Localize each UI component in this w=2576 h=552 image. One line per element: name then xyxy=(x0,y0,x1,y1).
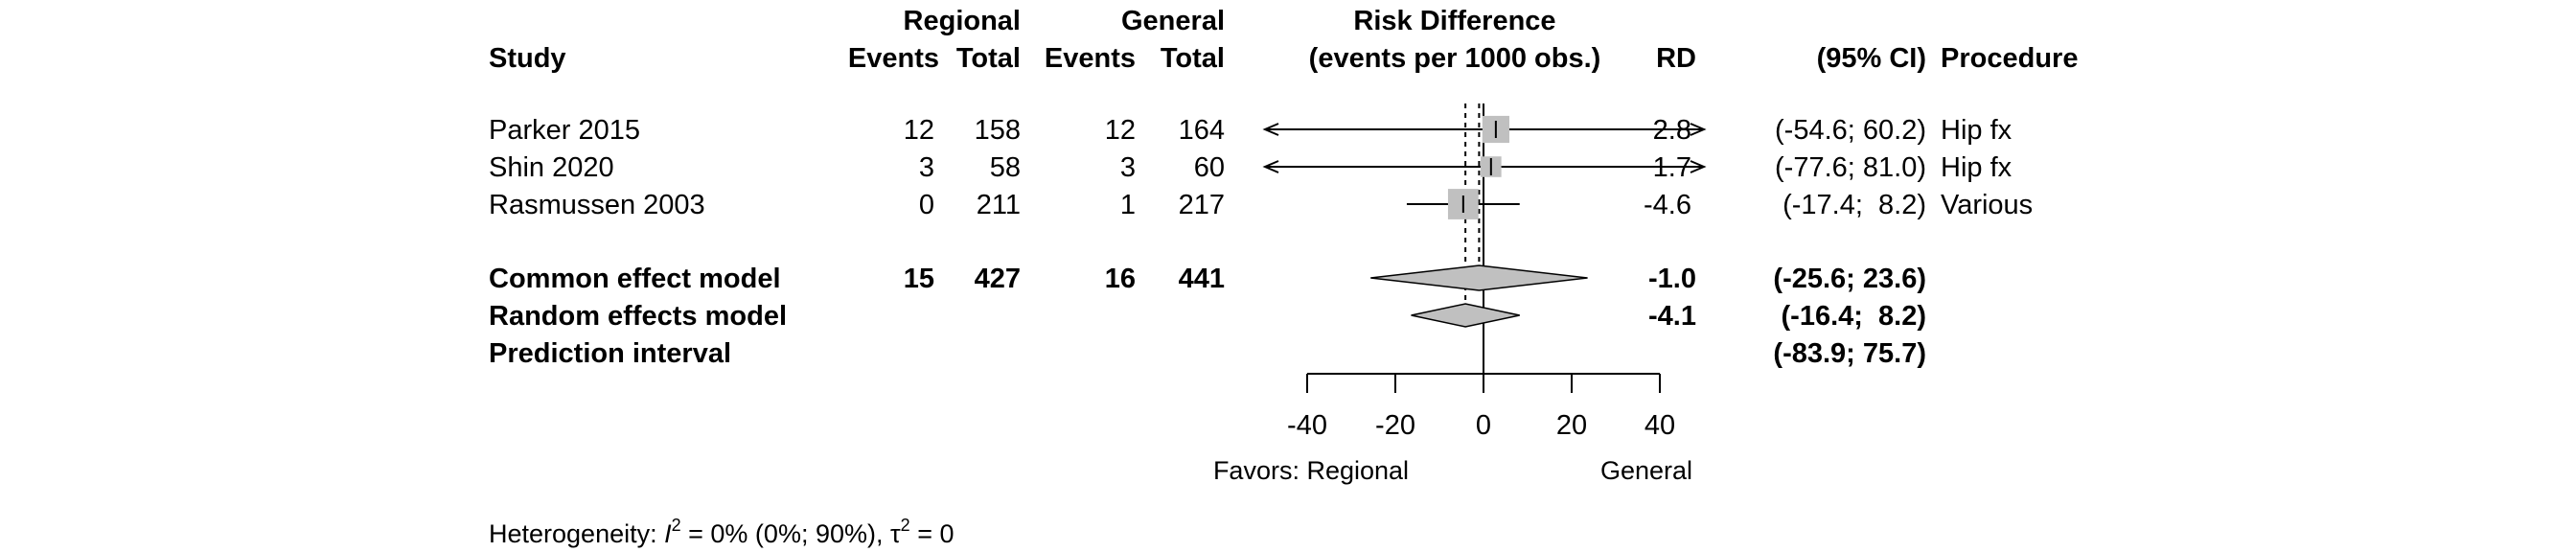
study-rows: Parker 2015 12 158 12 164 2.8 (-54.6; 60… xyxy=(489,115,2033,220)
header-group-exp: Regional xyxy=(904,6,1021,36)
header-effect-line2: (events per 1000 obs.) xyxy=(1309,43,1601,74)
study-total-exp: 158 xyxy=(975,115,1021,146)
common-events-ctrl: 16 xyxy=(1105,264,1136,294)
random-rd: -4.1 xyxy=(1648,301,1696,332)
study-events-ctrl: 1 xyxy=(1120,190,1136,220)
study-name: Shin 2020 xyxy=(489,152,614,183)
header-group-ctrl: General xyxy=(1121,6,1225,36)
study-procedure: Hip fx xyxy=(1941,115,2012,146)
study-ci: (-77.6; 81.0) xyxy=(1775,152,1926,183)
study-total-ctrl: 60 xyxy=(1194,152,1225,183)
header-events-exp: Events xyxy=(848,43,939,74)
study-events-exp: 0 xyxy=(919,190,934,220)
heterogeneity-text: Heterogeneity: I2 = 0% (0%; 90%), τ2 = 0 xyxy=(489,516,954,548)
favors-right-label: General xyxy=(1600,456,1692,485)
x-axis: -40 -20 0 20 40 xyxy=(1287,373,1675,441)
study-procedure: Various xyxy=(1941,190,2033,220)
ci-arrow-left xyxy=(1262,160,1279,173)
header-procedure: Procedure xyxy=(1941,43,2078,74)
header-study: Study xyxy=(489,43,566,74)
study-procedure: Hip fx xyxy=(1941,152,2012,183)
favors-labels: Favors: Regional General xyxy=(1213,456,1692,485)
random-label: Random effects model xyxy=(489,301,787,332)
random-ci: (-16.4; 8.2) xyxy=(1782,301,1927,332)
prediction-ci: (-83.9; 75.7) xyxy=(1773,338,1926,369)
i2-superscript: 2 xyxy=(672,516,681,535)
tau-value: = 0 xyxy=(910,519,954,548)
study-total-ctrl: 217 xyxy=(1179,190,1225,220)
tau-superscript: 2 xyxy=(901,516,910,535)
axis-tick-label: -40 xyxy=(1287,410,1327,441)
random-effect-diamond xyxy=(1411,303,1520,328)
header-total-exp: Total xyxy=(956,43,1021,74)
axis-tick-label: 40 xyxy=(1644,410,1675,441)
ci-arrow-right xyxy=(1690,123,1707,136)
study-name: Parker 2015 xyxy=(489,115,640,146)
common-rd: -1.0 xyxy=(1648,264,1696,294)
heterogeneity-prefix: Heterogeneity: xyxy=(489,519,664,548)
i2-value: = 0% (0%; 90%), xyxy=(681,519,890,548)
prediction-label: Prediction interval xyxy=(489,338,731,369)
favors-left-label: Favors: Regional xyxy=(1213,456,1409,485)
header-rd: RD xyxy=(1656,43,1696,74)
header-effect-line1: Risk Difference xyxy=(1353,6,1555,36)
common-label: Common effect model xyxy=(489,264,781,294)
header-ci: (95% CI) xyxy=(1817,43,1926,74)
common-effect-diamond xyxy=(1370,264,1588,291)
axis-tick-label: 20 xyxy=(1556,410,1587,441)
common-total-exp: 427 xyxy=(975,264,1021,294)
axis-tick-label: 0 xyxy=(1476,410,1491,441)
study-events-exp: 12 xyxy=(904,115,934,146)
study-ci: (-17.4; 8.2) xyxy=(1782,190,1926,220)
ci-arrow-left xyxy=(1262,123,1279,136)
study-events-exp: 3 xyxy=(919,152,934,183)
header-events-ctrl: Events xyxy=(1045,43,1136,74)
column-headers: Regional General Risk Difference Study E… xyxy=(489,6,2078,74)
study-ci: (-54.6; 60.2) xyxy=(1775,115,1926,146)
study-total-ctrl: 164 xyxy=(1179,115,1225,146)
study-rd: -4.6 xyxy=(1644,190,1691,220)
tau-symbol: τ xyxy=(890,519,901,548)
study-name: Rasmussen 2003 xyxy=(489,190,705,220)
header-total-ctrl: Total xyxy=(1161,43,1225,74)
common-ci: (-25.6; 23.6) xyxy=(1773,264,1926,294)
common-events-exp: 15 xyxy=(904,264,934,294)
study-total-exp: 58 xyxy=(990,152,1021,183)
study-total-exp: 211 xyxy=(977,190,1021,220)
axis-tick-label: -20 xyxy=(1375,410,1415,441)
plot-marks xyxy=(1262,104,1707,374)
study-events-ctrl: 3 xyxy=(1120,152,1136,183)
study-events-ctrl: 12 xyxy=(1105,115,1136,146)
ci-arrow-right xyxy=(1690,160,1707,173)
i2-symbol: I xyxy=(664,519,672,548)
common-total-ctrl: 441 xyxy=(1179,264,1225,294)
pooled-rows: Common effect model 15 427 16 441 -1.0 (… xyxy=(489,264,1926,369)
